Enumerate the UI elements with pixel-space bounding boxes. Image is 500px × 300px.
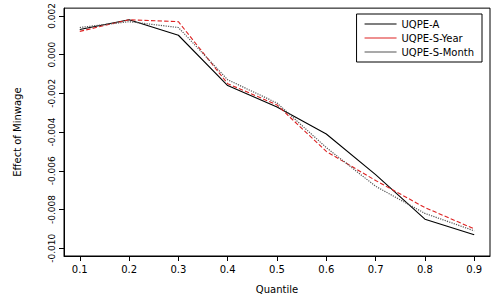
svg-text:UQPE-A: UQPE-A	[402, 19, 440, 30]
svg-text:0.7: 0.7	[368, 264, 384, 275]
svg-text:0.4: 0.4	[220, 264, 236, 275]
svg-text:-0.010: -0.010	[47, 233, 57, 262]
svg-text:0.5: 0.5	[269, 264, 285, 275]
svg-text:0.8: 0.8	[417, 264, 433, 275]
svg-text:0.1: 0.1	[72, 264, 88, 275]
svg-text:UQPE-S-Year: UQPE-S-Year	[402, 33, 464, 44]
svg-text:Effect of Minwage: Effect of Minwage	[12, 87, 23, 176]
svg-text:-0.002: -0.002	[47, 79, 57, 108]
svg-text:-0.004: -0.004	[47, 117, 57, 146]
svg-text:0.6: 0.6	[318, 264, 334, 275]
svg-text:0.002: 0.002	[47, 3, 57, 29]
svg-text:0.2: 0.2	[121, 264, 137, 275]
svg-text:0.3: 0.3	[170, 264, 186, 275]
svg-text:0.000: 0.000	[47, 41, 57, 67]
svg-text:-0.008: -0.008	[47, 195, 57, 224]
svg-text:-0.006: -0.006	[47, 156, 57, 185]
svg-text:Quantile: Quantile	[256, 284, 298, 295]
svg-text:0.9: 0.9	[466, 264, 482, 275]
svg-text:UQPE-S-Month: UQPE-S-Month	[402, 47, 474, 58]
